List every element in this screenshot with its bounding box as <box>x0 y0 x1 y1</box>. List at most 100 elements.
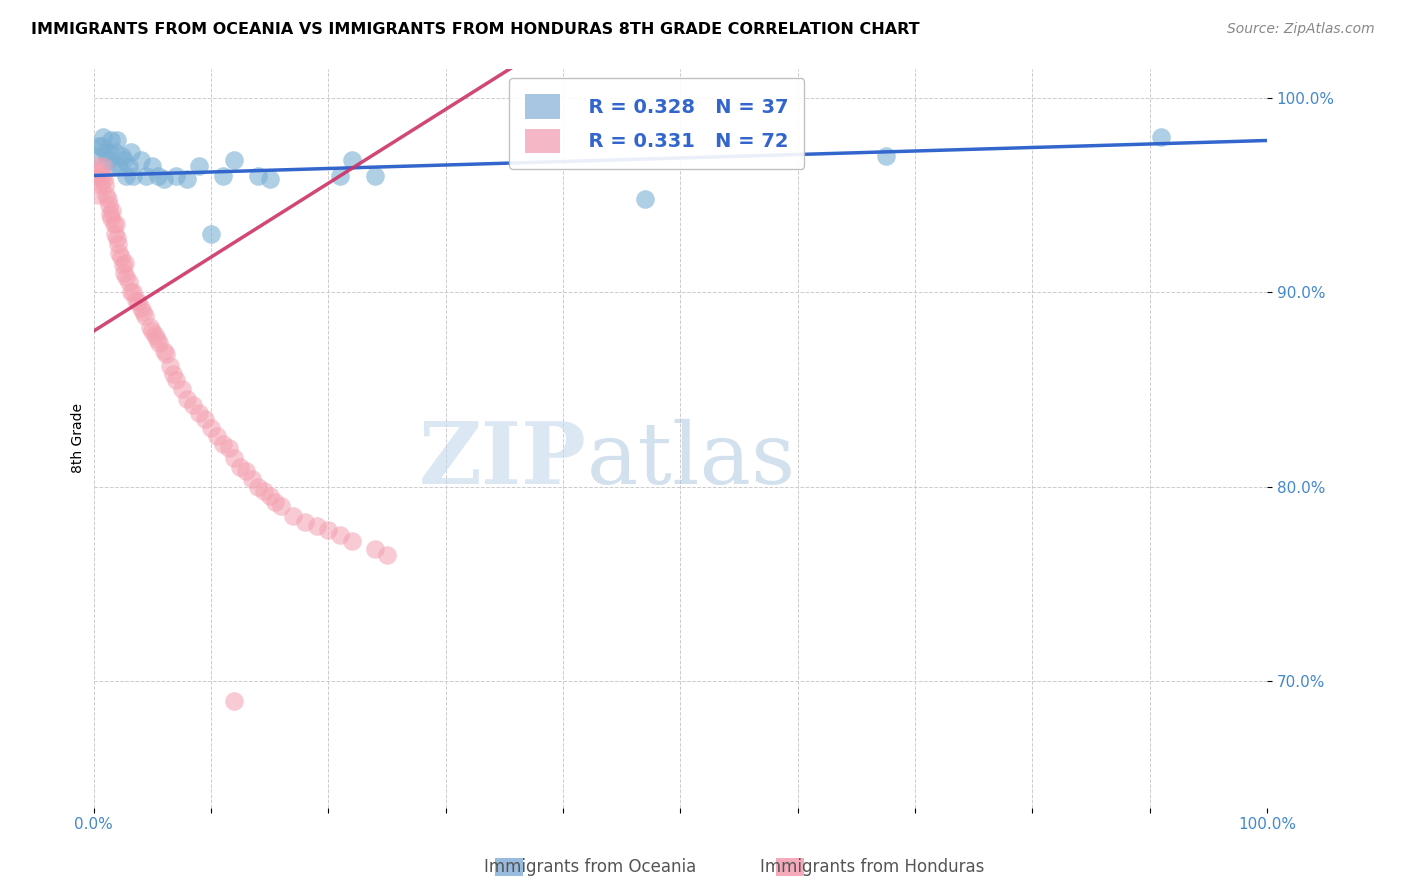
Point <box>329 169 352 183</box>
Point <box>270 499 292 513</box>
Point <box>107 236 129 251</box>
Point <box>224 694 246 708</box>
Point <box>240 472 263 486</box>
Point <box>104 227 127 241</box>
Point <box>181 398 204 412</box>
Point <box>100 134 122 148</box>
Point <box>875 149 897 163</box>
Point <box>259 490 281 504</box>
Point <box>115 269 138 284</box>
Point <box>125 293 148 307</box>
Point <box>305 518 328 533</box>
Point <box>235 464 257 478</box>
Point <box>108 246 131 260</box>
Point <box>340 534 363 549</box>
Point <box>104 145 127 160</box>
Point <box>253 483 276 498</box>
Point <box>139 320 162 334</box>
Point <box>97 153 120 167</box>
Point <box>246 480 269 494</box>
Point <box>364 541 387 556</box>
Point <box>115 169 138 183</box>
Point <box>129 153 152 167</box>
Point <box>84 149 107 163</box>
Point <box>146 332 169 346</box>
Point <box>146 169 169 183</box>
Text: Immigrants from Honduras: Immigrants from Honduras <box>759 858 984 876</box>
Point <box>316 523 339 537</box>
Point <box>111 258 134 272</box>
Point <box>101 159 124 173</box>
Text: Source: ZipAtlas.com: Source: ZipAtlas.com <box>1227 22 1375 37</box>
Point <box>118 159 141 173</box>
Point <box>375 548 398 562</box>
Point <box>634 192 657 206</box>
Point <box>118 276 141 290</box>
Point <box>122 285 145 300</box>
Point <box>111 149 134 163</box>
Point <box>120 145 142 160</box>
Point <box>176 172 198 186</box>
Point <box>200 227 222 241</box>
Point <box>211 437 233 451</box>
Point <box>110 250 132 264</box>
Point <box>153 172 176 186</box>
Legend:   R = 0.328   N = 37,   R = 0.331   N = 72: R = 0.328 N = 37, R = 0.331 N = 72 <box>509 78 804 169</box>
Point <box>194 411 217 425</box>
Point <box>91 159 114 173</box>
Point <box>340 153 363 167</box>
Point <box>188 159 211 173</box>
Point <box>105 134 128 148</box>
Point <box>364 169 387 183</box>
Point <box>86 172 108 186</box>
Point <box>96 188 118 202</box>
Point <box>127 294 149 309</box>
Point <box>170 383 193 397</box>
Point <box>134 309 156 323</box>
Point <box>94 178 117 193</box>
Point <box>205 429 228 443</box>
Point <box>329 528 352 542</box>
Point <box>155 347 177 361</box>
Point <box>211 169 233 183</box>
Point <box>114 256 136 270</box>
Point <box>122 169 145 183</box>
Text: Immigrants from Oceania: Immigrants from Oceania <box>485 858 696 876</box>
Point <box>143 328 166 343</box>
Point <box>104 217 127 231</box>
Point <box>108 159 131 173</box>
Point <box>101 203 124 218</box>
Point <box>90 169 112 183</box>
Point <box>94 145 117 160</box>
Point <box>200 421 222 435</box>
Point <box>87 164 110 178</box>
Point <box>103 217 125 231</box>
Point <box>89 188 111 202</box>
Point <box>90 139 112 153</box>
Point <box>97 197 120 211</box>
Point <box>188 406 211 420</box>
Text: atlas: atlas <box>586 418 796 502</box>
Point <box>224 450 246 465</box>
Point <box>98 207 121 221</box>
Point <box>97 145 120 160</box>
Point <box>229 460 252 475</box>
Y-axis label: 8th Grade: 8th Grade <box>72 403 86 473</box>
Point <box>281 508 304 523</box>
Text: IMMIGRANTS FROM OCEANIA VS IMMIGRANTS FROM HONDURAS 8TH GRADE CORRELATION CHART: IMMIGRANTS FROM OCEANIA VS IMMIGRANTS FR… <box>31 22 920 37</box>
Point <box>112 153 135 167</box>
Point <box>135 169 157 183</box>
Point <box>153 343 176 358</box>
Point <box>259 172 281 186</box>
Point <box>176 392 198 407</box>
Point <box>100 211 122 226</box>
Point <box>132 304 155 318</box>
Point <box>129 301 152 315</box>
Point <box>264 495 287 509</box>
Point <box>218 441 240 455</box>
Point <box>91 129 114 144</box>
Point <box>141 324 163 338</box>
Point <box>93 172 115 186</box>
Point <box>224 153 246 167</box>
Point <box>159 359 181 373</box>
